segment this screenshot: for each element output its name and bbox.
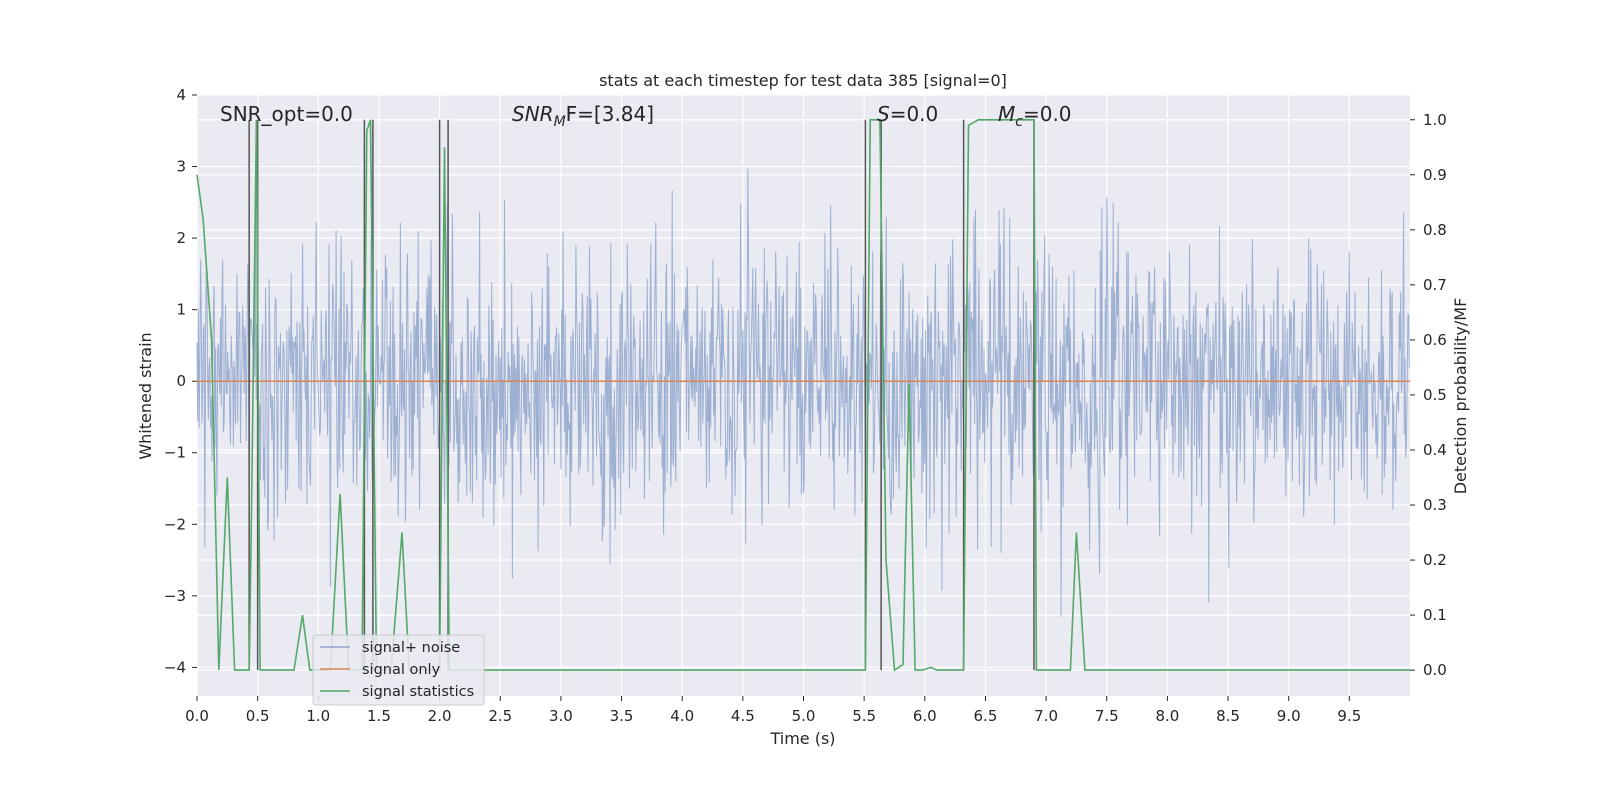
legend-label-signal-only: signal only — [362, 662, 441, 678]
snr-opt-annotation: SNR_opt=0.0 — [220, 102, 353, 126]
x-tick-label: 5.0 — [792, 707, 816, 725]
signal-statistics-line — [196, 119, 1410, 672]
y-tick-label: −4 — [164, 658, 186, 676]
y2-tick-label: 0.5 — [1423, 386, 1447, 404]
snr-mf-sub: M — [554, 114, 566, 130]
y2-ticks: 1.0 0.9 0.8 0.7 0.6 0.5 0.4 0.3 0.2 0.1 0.0 — [1410, 111, 1447, 679]
x-tick-label: 3.5 — [610, 707, 634, 725]
y2-tick-label: 0.6 — [1423, 331, 1447, 349]
x-tick-label: 0.0 — [185, 707, 209, 725]
y-tick-label: −1 — [164, 444, 186, 462]
y-tick-label: 4 — [176, 86, 186, 104]
x-tick-label: 9.5 — [1337, 707, 1361, 725]
x-tick-label: 2.0 — [428, 707, 452, 725]
y2-tick-label: 0.4 — [1423, 441, 1447, 459]
x-tick-label: 1.0 — [306, 707, 330, 725]
y-axis-label: Whitened strain — [136, 332, 155, 459]
x-tick-label: 1.5 — [367, 707, 391, 725]
x-tick-label: 7.0 — [1034, 707, 1058, 725]
mc-base: M — [998, 102, 1015, 126]
y-tick-label: 1 — [176, 301, 186, 319]
y2-tick-label: 0.7 — [1423, 276, 1447, 294]
y2-axis-label: Detection probability/MF — [1451, 298, 1470, 495]
x-tick-label: 4.0 — [670, 707, 694, 725]
y2-tick-label: 0.1 — [1423, 606, 1447, 624]
y2-tick-label: 0.8 — [1423, 221, 1447, 239]
y2-tick-label: 0.9 — [1423, 166, 1447, 184]
snr-mf-rest: F=[3.84] — [566, 102, 654, 126]
signal-plus-noise-series — [196, 168, 1410, 618]
y-tick-label: −2 — [164, 515, 186, 533]
y2-tick-label: 0.3 — [1423, 496, 1447, 514]
y2-tick-label: 0.2 — [1423, 551, 1447, 569]
y2-tick-label: 1.0 — [1423, 111, 1447, 129]
x-tick-label: 3.0 — [549, 707, 573, 725]
grid — [196, 94, 1410, 696]
y-tick-label: 3 — [176, 158, 186, 176]
y-ticks: 4 3 2 1 0 −1 −2 −3 −4 — [164, 86, 197, 676]
legend: signal+ noise signal only signal statist… — [312, 634, 485, 706]
s-rest: =0.0 — [890, 102, 939, 126]
x-tick-label: 4.5 — [731, 707, 755, 725]
y-tick-label: −3 — [164, 587, 186, 605]
y-tick-label: 2 — [176, 229, 186, 247]
x-tick-label: 7.5 — [1095, 707, 1119, 725]
y-tick-label: 0 — [176, 372, 186, 390]
x-tick-label: 9.0 — [1277, 707, 1301, 725]
s-annotation: S=0.0 — [877, 102, 938, 126]
x-tick-label: 0.5 — [246, 707, 270, 725]
mc-annotation: Mc=0.0 — [998, 102, 1072, 130]
s-label: S — [877, 102, 890, 126]
x-tick-label: 8.0 — [1155, 707, 1179, 725]
x-tick-label: 6.0 — [913, 707, 937, 725]
x-axis-label: Time (s) — [769, 729, 835, 748]
snr-mf-annotation: SNRMF=[3.84] — [512, 102, 654, 130]
y2-tick-label: 0.0 — [1423, 661, 1447, 679]
x-tick-label: 2.5 — [488, 707, 512, 725]
mc-sub: c — [1015, 114, 1023, 130]
legend-label-noise: signal+ noise — [362, 640, 460, 656]
chart-title: stats at each timestep for test data 385… — [599, 71, 1007, 90]
mc-rest: =0.0 — [1023, 102, 1072, 126]
snr-mf-base: SNR — [512, 102, 554, 126]
legend-box — [312, 634, 485, 706]
x-tick-label: 6.5 — [974, 707, 998, 725]
x-tick-label: 5.5 — [852, 707, 876, 725]
legend-label-statistics: signal statistics — [362, 684, 474, 700]
x-ticks: 0.0 0.5 1.0 1.5 2.0 2.5 3.0 3.5 4.0 4.5 5.0 5.5 6.0 6… — [185, 696, 1361, 725]
signal-plus-noise-path — [196, 168, 1410, 618]
x-tick-label: 8.5 — [1216, 707, 1240, 725]
